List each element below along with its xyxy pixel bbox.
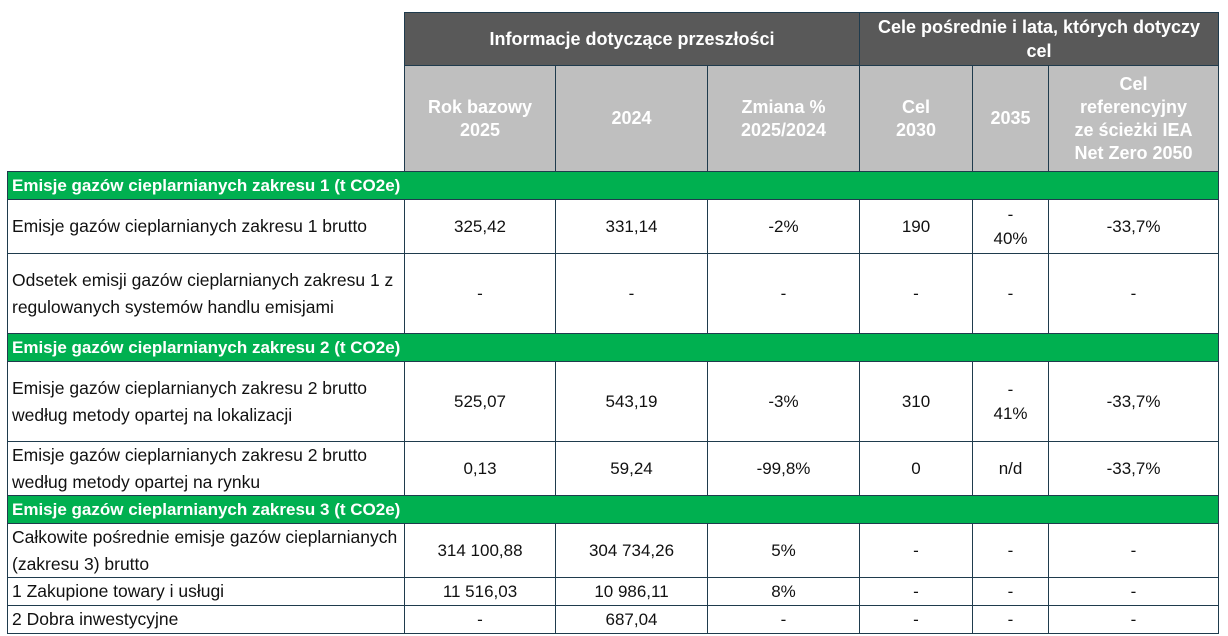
cell-2035: - 41% — [972, 361, 1050, 442]
cell-change: 8% — [706, 577, 861, 606]
cell-change: - — [706, 605, 861, 634]
cell-2035: - — [972, 605, 1050, 634]
table-row: 2 Dobra inwestycyjne - 687,04 - - - - — [7, 605, 1220, 634]
cell-base-year: - — [404, 605, 556, 634]
section-header-scope-2: Emisje gazów cieplarnianych zakresu 2 (t… — [6, 333, 1220, 362]
col-header-iea-reference: Cel referencyjny ze ścieżki IEA Net Zero 20… — [1048, 65, 1220, 172]
header-corner — [7, 12, 405, 172]
cell-iea-reference: -33,7% — [1048, 199, 1220, 254]
row-label: Odsetek emisji gazów cieplarnianych zakr… — [7, 253, 405, 334]
cell-change: -2% — [706, 199, 861, 254]
cell-change: 5% — [706, 523, 861, 578]
section-header-scope-3: Emisje gazów cieplarnianych zakresu 3 (t… — [6, 495, 1220, 524]
col-header-line: 2025 — [459, 119, 501, 140]
cell-target-2030: - — [859, 523, 974, 578]
row-label: Emisje gazów cieplarnianych zakresu 1 br… — [7, 199, 405, 254]
cell-base-year: 525,07 — [404, 361, 556, 442]
group-header-targets: Cele pośrednie i lata, których dotyczy c… — [859, 12, 1220, 66]
cell-2035: - — [972, 523, 1050, 578]
col-header-line: Cel — [902, 96, 931, 117]
col-header-line: 2025/2024 — [740, 119, 827, 140]
cell-2024: 59,24 — [555, 441, 708, 496]
table-row: 1 Zakupione towary i usługi 11 516,03 10… — [7, 577, 1220, 606]
cell-2035: n/d — [972, 441, 1050, 496]
cell-base-year: 325,42 — [404, 199, 556, 254]
cell-2024: - — [555, 253, 708, 334]
table-row: Emisje gazów cieplarnianych zakresu 1 br… — [7, 199, 1220, 254]
cell-iea-reference: - — [1048, 253, 1220, 334]
cell-2024: 331,14 — [555, 199, 708, 254]
cell-base-year: 0,13 — [404, 441, 556, 496]
col-header-line: ze ścieżki IEA — [1074, 119, 1193, 140]
cell-2024: 10 986,11 — [555, 577, 708, 606]
cell-base-year: 314 100,88 — [404, 523, 556, 578]
cell-change: -3% — [706, 361, 861, 442]
col-header-line: 2035 — [990, 108, 1031, 128]
row-label: Emisje gazów cieplarnianych zakresu 2 br… — [7, 361, 405, 442]
cell-2024: 543,19 — [555, 361, 708, 442]
col-header-line: referencyjny — [1079, 96, 1188, 117]
cell-target-2030: 310 — [859, 361, 974, 442]
col-header-2024: 2024 — [555, 65, 708, 172]
group-header-past: Informacje dotyczące przeszłości — [403, 12, 861, 66]
cell-iea-reference: -33,7% — [1048, 361, 1220, 442]
row-label: 1 Zakupione towary i usługi — [7, 577, 405, 606]
cell-target-2030: - — [859, 253, 974, 334]
col-header-line: Rok bazowy — [427, 96, 533, 117]
cell-line: 41% — [993, 403, 1028, 423]
col-header-line: Cel — [1119, 73, 1148, 94]
table-row: Odsetek emisji gazów cieplarnianych zakr… — [7, 253, 1220, 334]
col-header-change: Zmiana % 2025/2024 — [706, 65, 861, 172]
col-header-line: Net Zero 2050 — [1074, 142, 1193, 163]
table-row: Emisje gazów cieplarnianych zakresu 2 br… — [7, 441, 1220, 496]
section-header-scope-1: Emisje gazów cieplarnianych zakresu 1 (t… — [6, 171, 1220, 200]
cell-base-year: - — [404, 253, 556, 334]
cell-target-2030: - — [859, 577, 974, 606]
row-label: Całkowite pośrednie emisje gazów cieplar… — [7, 523, 405, 578]
col-header-base-year: Rok bazowy 2025 — [404, 65, 556, 172]
cell-base-year: 11 516,03 — [404, 577, 556, 606]
table-row: Emisje gazów cieplarnianych zakresu 2 br… — [7, 361, 1220, 442]
cell-line: 40% — [993, 228, 1028, 248]
col-header-target-2030: Cel 2030 — [859, 65, 974, 172]
cell-target-2030: 0 — [859, 441, 974, 496]
cell-2024: 304 734,26 — [555, 523, 708, 578]
row-label: 2 Dobra inwestycyjne — [7, 605, 405, 634]
ghg-emissions-table: Informacje dotyczące przeszłości Cele po… — [6, 12, 1220, 634]
row-label: Emisje gazów cieplarnianych zakresu 2 br… — [7, 441, 405, 496]
col-header-line: 2024 — [611, 108, 652, 128]
cell-2024: 687,04 — [555, 605, 708, 634]
cell-2035: - — [972, 577, 1050, 606]
cell-line: - — [1007, 379, 1014, 399]
cell-2035: - — [972, 253, 1050, 334]
col-header-line: Zmiana % — [741, 96, 826, 117]
cell-line: - — [1007, 204, 1014, 224]
cell-iea-reference: - — [1048, 523, 1220, 578]
cell-iea-reference: - — [1048, 577, 1220, 606]
cell-change: - — [706, 253, 861, 334]
cell-iea-reference: -33,7% — [1048, 441, 1220, 496]
table-row: Całkowite pośrednie emisje gazów cieplar… — [7, 523, 1220, 578]
cell-iea-reference: - — [1048, 605, 1220, 634]
col-header-line: 2030 — [895, 119, 937, 140]
cell-target-2030: - — [859, 605, 974, 634]
cell-target-2030: 190 — [859, 199, 974, 254]
cell-2035: - 40% — [972, 199, 1050, 254]
cell-change: -99,8% — [706, 441, 861, 496]
col-header-2035: 2035 — [972, 65, 1050, 172]
